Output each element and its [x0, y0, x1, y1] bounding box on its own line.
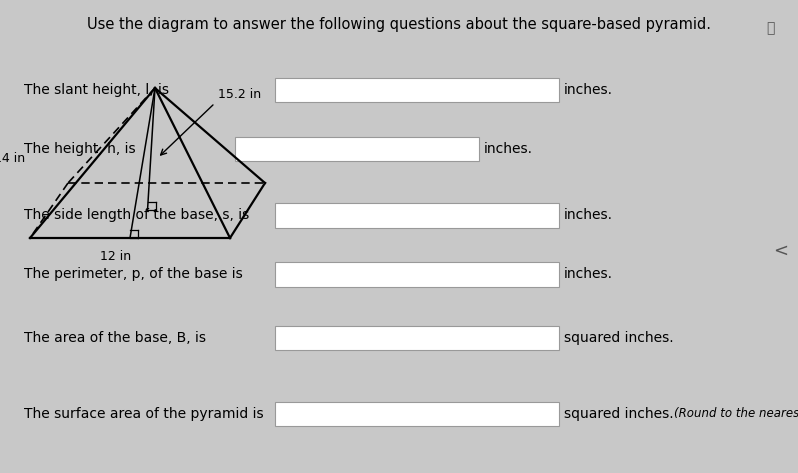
Text: The side length of the base, s, is: The side length of the base, s, is: [24, 208, 249, 222]
Text: The perimeter, p, of the base is: The perimeter, p, of the base is: [24, 267, 243, 281]
FancyBboxPatch shape: [235, 137, 479, 161]
Text: <: <: [773, 242, 788, 260]
FancyBboxPatch shape: [275, 402, 559, 426]
Text: inches.: inches.: [563, 83, 613, 97]
Text: Use the diagram to answer the following questions about the square-based pyramid: Use the diagram to answer the following …: [87, 17, 711, 32]
Text: squared inches.: squared inches.: [563, 407, 674, 421]
Text: inches.: inches.: [563, 208, 613, 222]
FancyBboxPatch shape: [275, 203, 559, 228]
Text: inches.: inches.: [563, 267, 613, 281]
Text: The surface area of the pyramid is: The surface area of the pyramid is: [24, 407, 263, 421]
Text: ⤢: ⤢: [766, 21, 774, 35]
Text: 14 in: 14 in: [0, 151, 25, 165]
FancyBboxPatch shape: [275, 262, 559, 287]
Text: The area of the base, B, is: The area of the base, B, is: [24, 331, 206, 345]
FancyBboxPatch shape: [275, 78, 559, 102]
Text: 12 in: 12 in: [100, 250, 131, 263]
Text: The height, h, is: The height, h, is: [24, 142, 136, 156]
Text: 15.2 in: 15.2 in: [218, 88, 261, 101]
Text: The slant height, l, is: The slant height, l, is: [24, 83, 169, 97]
Text: squared inches.: squared inches.: [563, 331, 674, 345]
FancyBboxPatch shape: [275, 326, 559, 350]
Text: inches.: inches.: [484, 142, 533, 156]
Text: (Round to the nearest: (Round to the nearest: [674, 407, 798, 420]
